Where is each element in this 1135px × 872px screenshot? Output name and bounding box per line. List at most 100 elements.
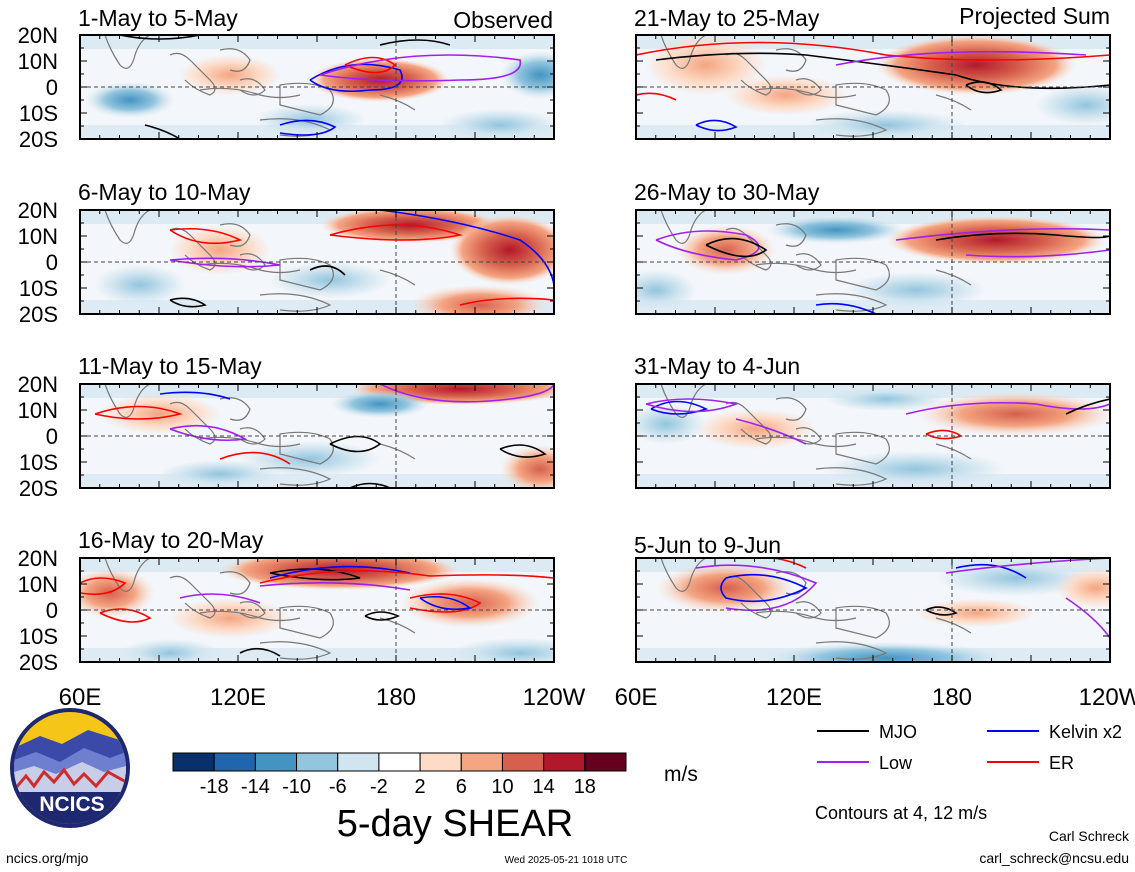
- shear-anomaly: [500, 51, 554, 99]
- heatmap-panel: [635, 557, 1111, 663]
- contour-line: [1065, 398, 1110, 415]
- coastline: [279, 605, 334, 639]
- coastline: [169, 52, 216, 96]
- logo-text: NCICS: [39, 793, 104, 816]
- colorbar-swatch: [419, 752, 462, 772]
- coastline: [219, 48, 251, 72]
- lat-tick-label: 0: [46, 75, 58, 100]
- colorbar-tick-label: 6: [456, 776, 467, 798]
- coastline: [660, 210, 707, 244]
- colorbar-tick-label: -2: [370, 776, 388, 798]
- shear-anomaly: [100, 394, 220, 434]
- contour-note: Contours at 4, 12 m/s: [815, 803, 987, 823]
- coastline: [835, 431, 890, 465]
- contour-line: [945, 558, 1110, 574]
- column-label-projected: Projected Sum: [959, 3, 1110, 29]
- heatmap-panel: [79, 34, 555, 140]
- contour-line: [344, 56, 397, 74]
- contour-line: [169, 257, 281, 268]
- contour-line: [419, 595, 472, 611]
- contour-line: [645, 398, 739, 413]
- colorbar-tick-label: 10: [491, 776, 513, 798]
- colorbar-swatch: [460, 752, 503, 772]
- shear-anomaly: [1036, 85, 1110, 125]
- coastline: [935, 443, 972, 460]
- coastline: [104, 35, 151, 69]
- shear-anomaly: [766, 642, 1006, 662]
- contour-line: [329, 435, 382, 453]
- contour-line: [379, 39, 451, 46]
- coastline: [239, 78, 266, 96]
- contour-line: [735, 418, 807, 445]
- footer-url[interactable]: ncics.org/mjo: [6, 850, 89, 866]
- coastline: [169, 575, 216, 619]
- coastline: [835, 605, 890, 639]
- colorbar-swatch: [213, 752, 256, 772]
- contour-line: [219, 451, 291, 465]
- colorbar-tick-label: -18: [200, 776, 229, 798]
- colorbar: -18 -14 -10 -6 -2 2 6 10 14 18: [172, 752, 627, 798]
- contour-line: [935, 232, 1110, 241]
- colorbar-tick-label: -14: [241, 776, 270, 798]
- lon-tick-label: 180: [376, 684, 416, 711]
- coastline: [775, 223, 807, 247]
- contour-line: [695, 119, 738, 132]
- panel-title-obs-3: 11-May to 15-May: [78, 353, 262, 379]
- contour-line: [720, 573, 808, 603]
- lat-tick-label: 20S: [19, 302, 58, 327]
- footer-timestamp: Wed 2025-05-21 1018 UTC: [505, 855, 628, 866]
- contour-line: [965, 81, 1003, 94]
- contour-line: [650, 400, 709, 415]
- chart-title: 5-day SHEAR: [337, 803, 574, 845]
- lon-tick-label: 60E: [615, 684, 658, 711]
- contour-line: [119, 35, 201, 40]
- coastline: [795, 253, 822, 271]
- contour-line: [259, 570, 554, 584]
- footer-author: Carl Schreck: [1049, 828, 1130, 844]
- lat-tick-label: 20S: [19, 476, 58, 501]
- coastline: [199, 436, 301, 448]
- contour-line: [259, 582, 411, 591]
- coastline: [835, 82, 890, 116]
- coastline: [379, 94, 416, 111]
- footer-email[interactable]: carl_schreck@ncsu.edu: [979, 850, 1129, 866]
- contour-line: [636, 92, 677, 101]
- lon-tick-label: 120E: [766, 684, 822, 711]
- contour-line: [1065, 597, 1110, 639]
- panel-title-proj-4: 5-Jun to 9-Jun: [634, 532, 781, 558]
- lat-tick-label: 10N: [18, 49, 58, 74]
- coastline: [835, 257, 890, 291]
- shear-anomaly: [220, 558, 460, 590]
- shear-anomaly: [886, 216, 1106, 264]
- shear-anomaly: [270, 262, 390, 298]
- shear-anomaly: [916, 599, 1036, 627]
- contour-line: [379, 384, 554, 403]
- shear-anomaly: [766, 216, 906, 244]
- contour-line: [94, 405, 183, 420]
- shear-anomaly: [636, 404, 706, 444]
- lon-tick-label: 120E: [210, 684, 266, 711]
- contour-line: [80, 577, 127, 596]
- coastline: [935, 269, 972, 286]
- shear-anomaly: [80, 568, 155, 618]
- shear-anomaly: [160, 460, 280, 488]
- lat-tick-label: 20N: [18, 198, 58, 223]
- shear-anomaly: [646, 35, 766, 95]
- lat-tick-label: 10S: [19, 624, 58, 649]
- contour-line: [955, 563, 1027, 579]
- contour-line: [329, 224, 464, 241]
- coastline: [104, 384, 151, 418]
- coastline: [725, 401, 772, 445]
- shear-anomaly: [400, 578, 540, 628]
- shear-anomaly: [440, 109, 554, 139]
- panel-title-proj-1: 21-May to 25-May: [634, 5, 820, 31]
- colorbar-tick-label: 14: [533, 776, 555, 798]
- colorbar-swatch: [254, 752, 298, 772]
- contour-line: [965, 249, 1110, 258]
- coastline: [725, 575, 772, 619]
- colorbar-tick-label: -10: [282, 776, 311, 798]
- shear-anomaly: [450, 215, 554, 285]
- contour-line: [459, 297, 554, 306]
- colorbar-units: m/s: [664, 763, 698, 786]
- coastline: [725, 227, 772, 271]
